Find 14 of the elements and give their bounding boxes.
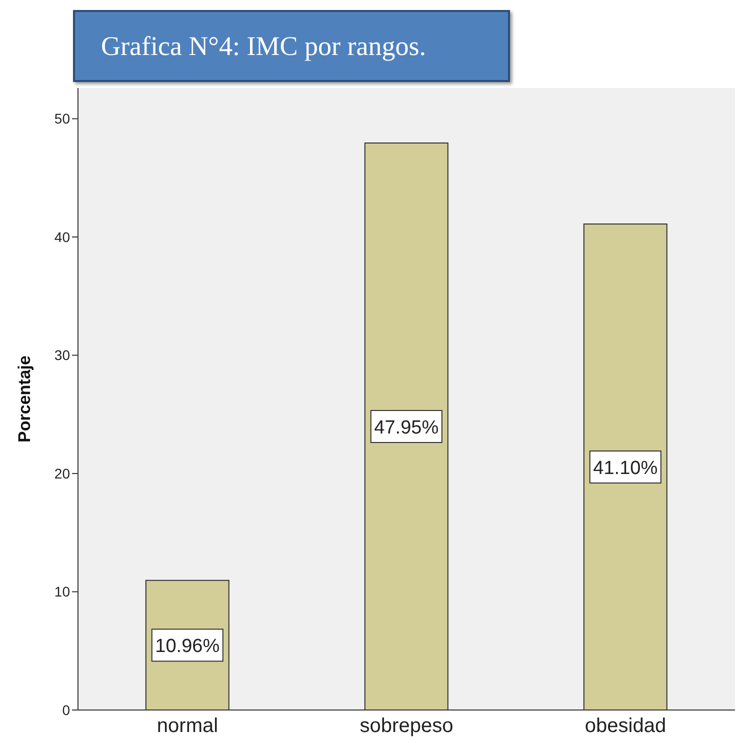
y-tick-label: 30 bbox=[54, 347, 70, 364]
x-tick-label: obesidad bbox=[584, 715, 666, 738]
chart-title: Grafica N°4: IMC por rangos. bbox=[73, 10, 510, 82]
x-tick-label: normal bbox=[156, 715, 218, 738]
data-label: 41.10% bbox=[593, 458, 658, 479]
y-tick-label: 40 bbox=[54, 228, 70, 245]
y-tick-label: 0 bbox=[62, 702, 70, 718]
y-tick-label: 50 bbox=[54, 110, 70, 127]
y-axis-title: Porcentaje bbox=[15, 356, 34, 442]
x-tick-label: sobrepeso bbox=[360, 715, 454, 738]
y-tick-label: 10 bbox=[54, 584, 70, 600]
data-label: 47.95% bbox=[374, 417, 439, 438]
data-label: 10.96% bbox=[155, 636, 220, 658]
y-tick-label: 20 bbox=[54, 465, 70, 482]
